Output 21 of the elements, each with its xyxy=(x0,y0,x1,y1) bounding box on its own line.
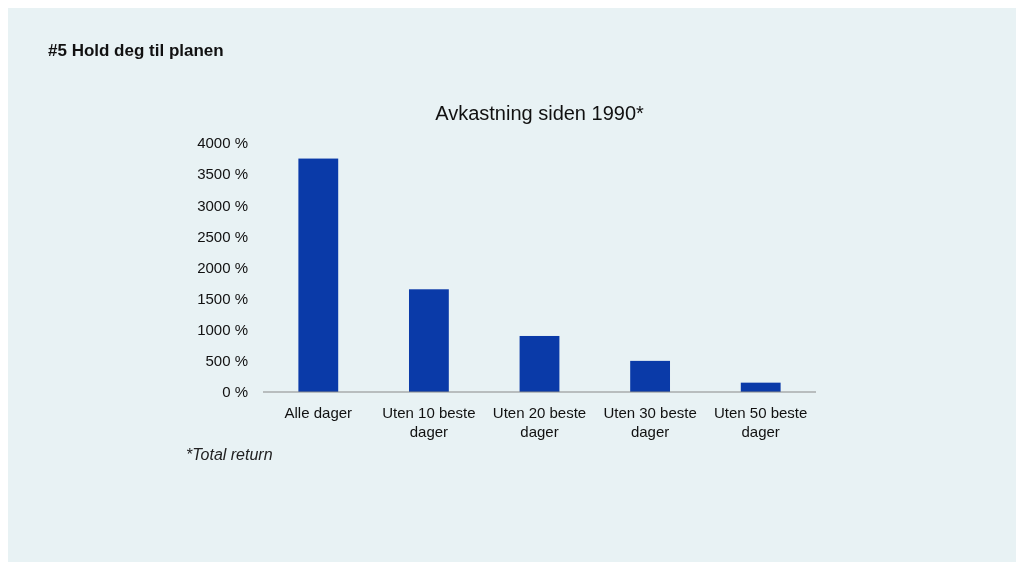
x-tick-label: Alle dager xyxy=(284,404,353,421)
y-tick-label: 1000 % xyxy=(197,321,248,338)
y-tick-label: 2000 % xyxy=(197,258,248,276)
y-tick-label: 3000 % xyxy=(197,196,248,214)
y-tick-label: 3500 % xyxy=(197,165,248,183)
text: *Total return xyxy=(186,446,273,463)
bar xyxy=(298,158,339,392)
y-tick-label: 1500 % xyxy=(197,289,248,307)
chart-title: #5 Hold deg til planen xyxy=(48,41,224,60)
bar xyxy=(630,360,671,392)
x-tick-label: Uten 50 beste dager xyxy=(714,404,808,440)
x-tick-label: Uten 20 beste dager xyxy=(492,404,587,440)
y-tick-label: 2500 % xyxy=(197,227,248,245)
bar xyxy=(519,335,560,392)
x-tick-label: Uten 30 beste dager xyxy=(603,404,697,440)
chart-subtitle: Avkastning siden 1990* xyxy=(435,102,645,124)
y-tick-label: 4000 % xyxy=(197,134,248,152)
y-tick-label: 500 % xyxy=(205,352,248,370)
y-tick-label: 0 % xyxy=(222,383,248,401)
bar xyxy=(408,289,449,392)
x-tick-label: Uten 10 beste dager xyxy=(382,404,476,440)
